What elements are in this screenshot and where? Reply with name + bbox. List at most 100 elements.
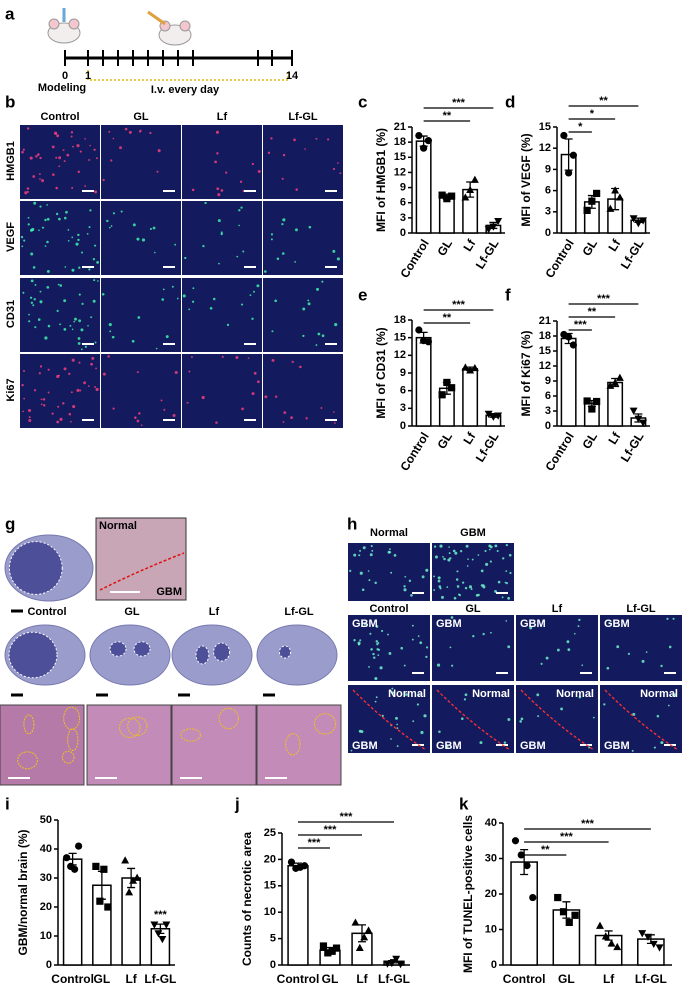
panel-label: h bbox=[347, 514, 357, 533]
data-point bbox=[125, 888, 134, 896]
data-point bbox=[588, 405, 596, 413]
speckle bbox=[270, 233, 274, 236]
microscopy-image bbox=[101, 354, 181, 428]
speckle bbox=[251, 317, 254, 321]
y-tick-label: 20 bbox=[485, 888, 497, 900]
data-point bbox=[415, 326, 423, 334]
speckle bbox=[371, 549, 374, 552]
region-label: GBM bbox=[520, 618, 546, 630]
speckle bbox=[63, 160, 66, 163]
data-point bbox=[300, 862, 309, 870]
speckle bbox=[641, 659, 645, 663]
y-tick-label: 0 bbox=[400, 227, 406, 239]
data-point bbox=[360, 933, 369, 941]
data-point bbox=[461, 193, 470, 201]
region-label: Normal bbox=[556, 688, 594, 700]
speckle bbox=[238, 224, 240, 227]
speckle bbox=[253, 371, 257, 375]
boundary-line bbox=[520, 689, 595, 751]
column-label: Control bbox=[369, 603, 408, 615]
speckle bbox=[156, 170, 159, 173]
necrosis-outline bbox=[67, 728, 79, 752]
timeline-treatment: I.v. every day bbox=[151, 84, 220, 96]
speckle bbox=[58, 165, 61, 168]
speckle bbox=[627, 652, 630, 655]
y-tick-label: 9 bbox=[545, 163, 551, 175]
speckle bbox=[39, 156, 42, 160]
data-point bbox=[415, 131, 423, 140]
speckle bbox=[295, 228, 298, 232]
y-axis-label: Counts of necrotic area bbox=[240, 832, 254, 966]
data-point bbox=[287, 858, 296, 866]
data-point bbox=[470, 175, 479, 183]
speckle bbox=[391, 687, 394, 690]
data-point bbox=[593, 189, 601, 198]
speckle bbox=[403, 585, 406, 588]
y-tick-label: 15 bbox=[394, 332, 406, 344]
speckle bbox=[465, 544, 469, 548]
speckle bbox=[592, 716, 595, 719]
speckle bbox=[448, 546, 450, 548]
speckle bbox=[505, 620, 508, 622]
speckle bbox=[186, 401, 189, 404]
speckle bbox=[294, 260, 296, 263]
y-tick-label: 6 bbox=[400, 385, 406, 397]
speckle bbox=[509, 571, 512, 575]
speckle bbox=[437, 579, 441, 583]
data-point bbox=[649, 940, 658, 949]
data-point bbox=[351, 918, 360, 926]
microscopy-image bbox=[20, 201, 100, 275]
speckle bbox=[202, 244, 205, 248]
he-image bbox=[256, 704, 342, 786]
speckle bbox=[46, 240, 49, 244]
data-point bbox=[104, 903, 112, 911]
speckle bbox=[236, 255, 239, 258]
speckle bbox=[660, 741, 664, 745]
speckle bbox=[119, 146, 122, 150]
speckle bbox=[67, 239, 70, 242]
y-tick-label: 0 bbox=[46, 959, 52, 971]
speckle bbox=[375, 640, 379, 643]
y-tick-label: 3 bbox=[400, 212, 406, 224]
speckle bbox=[271, 330, 274, 333]
y-tick-label: 18 bbox=[394, 136, 406, 148]
speckle bbox=[452, 549, 456, 553]
speckle bbox=[93, 279, 96, 282]
speckle bbox=[332, 249, 336, 253]
speckle bbox=[220, 232, 224, 236]
data-point bbox=[443, 195, 451, 203]
speckle bbox=[56, 420, 60, 424]
y-tick-label: 21 bbox=[394, 121, 406, 133]
speckle bbox=[72, 145, 74, 148]
tumor-outline bbox=[213, 642, 231, 662]
data-point bbox=[424, 338, 432, 346]
speckle bbox=[519, 720, 522, 723]
speckle bbox=[28, 313, 30, 316]
speckle bbox=[77, 337, 81, 340]
y-tick-label: 12 bbox=[539, 142, 551, 154]
data-point bbox=[100, 865, 108, 873]
speckle bbox=[161, 298, 165, 301]
boundary-line bbox=[352, 689, 427, 751]
data-point bbox=[583, 397, 591, 405]
speckle bbox=[672, 617, 675, 620]
speckle bbox=[645, 651, 648, 653]
region-label: Normal bbox=[388, 688, 426, 700]
speckle bbox=[443, 557, 446, 561]
speckle bbox=[214, 160, 217, 164]
brain-section bbox=[171, 624, 253, 686]
boundary-line bbox=[99, 552, 185, 591]
speckle bbox=[134, 416, 137, 419]
microscopy-image bbox=[263, 278, 343, 352]
speckle bbox=[456, 585, 460, 588]
speckle bbox=[369, 632, 372, 635]
speckle bbox=[540, 662, 543, 665]
bar bbox=[62, 858, 83, 966]
y-tick-label: 9 bbox=[545, 375, 551, 387]
data-point bbox=[634, 220, 643, 228]
region-label: GBM bbox=[436, 740, 462, 752]
speckle bbox=[90, 316, 93, 319]
speckle bbox=[666, 617, 669, 620]
speckle bbox=[362, 546, 366, 550]
y-tick-label: 15 bbox=[264, 880, 276, 892]
